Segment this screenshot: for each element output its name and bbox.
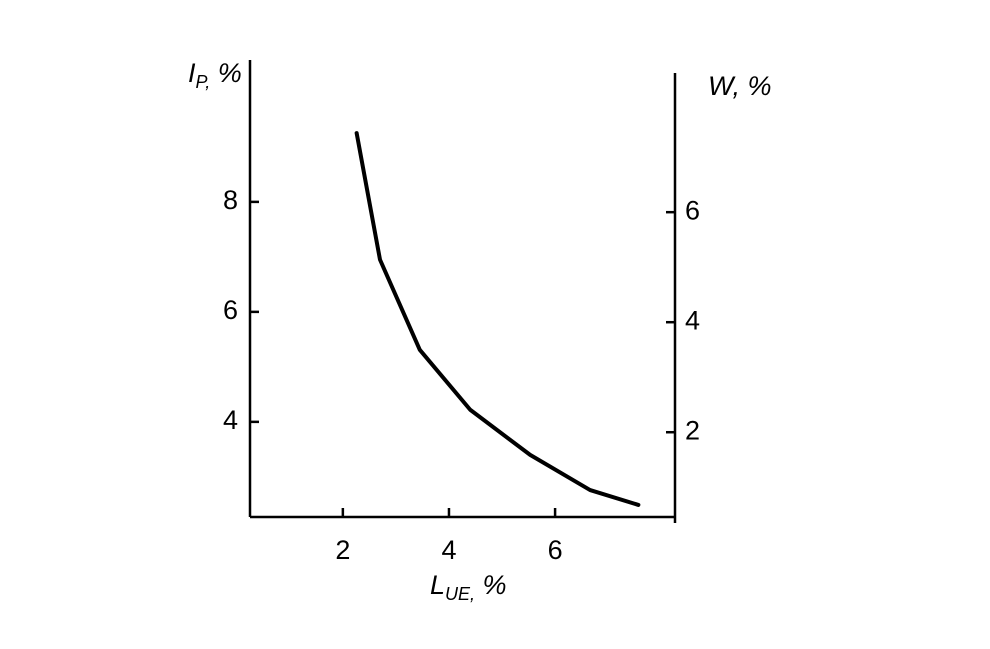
y-tick-label: 8 bbox=[223, 185, 238, 215]
y-axis-label-unit: % bbox=[210, 58, 242, 88]
x-tick-label: 4 bbox=[441, 535, 456, 565]
line-series bbox=[354, 131, 641, 507]
y2-axis-label: W, % bbox=[708, 71, 772, 101]
y-axis-label-main: I bbox=[188, 58, 196, 88]
y-axis-label: IP, % bbox=[188, 58, 242, 92]
x-tick-label: 2 bbox=[335, 535, 350, 565]
x-tick-label: 6 bbox=[548, 535, 563, 565]
x-axis-label-unit: % bbox=[475, 570, 507, 600]
y2-tick-label: 4 bbox=[685, 305, 700, 335]
x-axis-label-sub: UE, bbox=[445, 584, 475, 604]
y-tick-label: 6 bbox=[223, 295, 238, 325]
x-axis-label-main: L bbox=[430, 570, 445, 600]
y2-tick-label: 2 bbox=[685, 415, 700, 445]
y-tick-label: 4 bbox=[223, 405, 238, 435]
y2-tick-label: 6 bbox=[685, 195, 700, 225]
x-axis-label: LUE, % bbox=[430, 570, 507, 604]
y-axis-label-sub: P, bbox=[196, 72, 211, 92]
